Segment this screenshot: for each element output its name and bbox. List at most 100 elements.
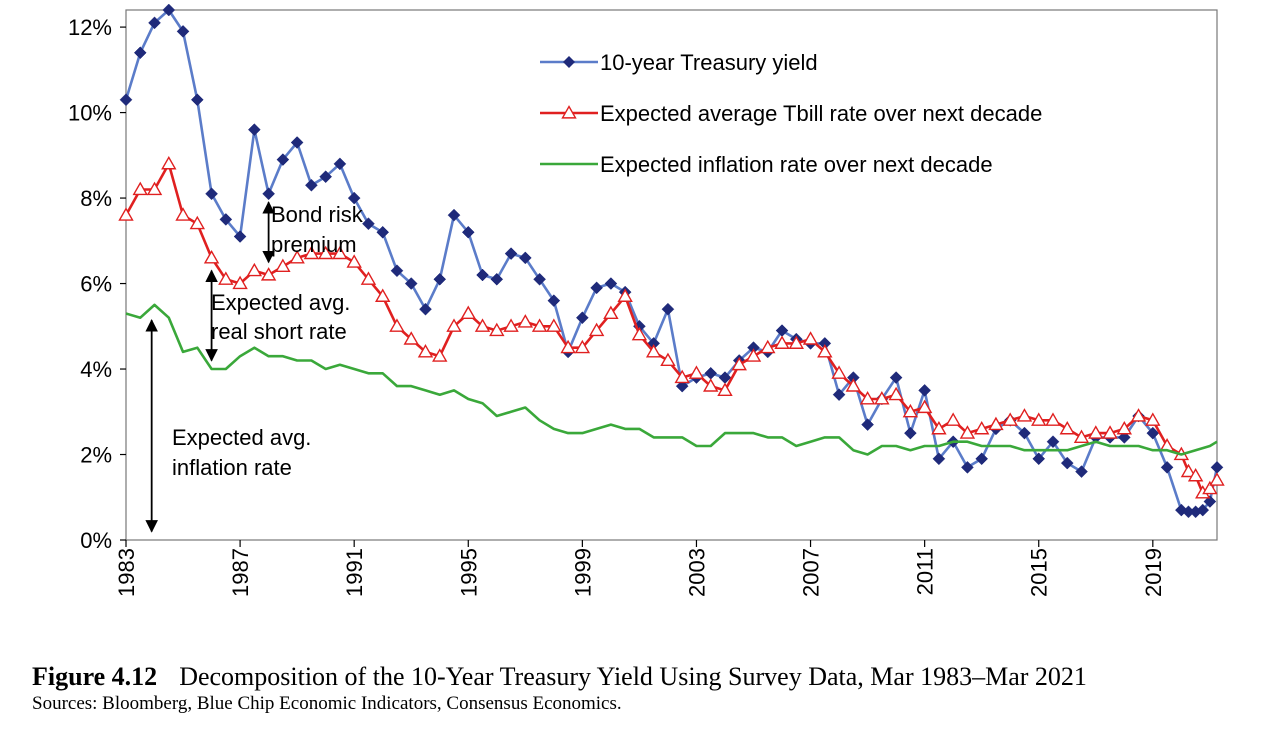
data-point <box>447 208 461 222</box>
data-point <box>275 258 291 273</box>
data-point <box>704 366 718 380</box>
series-line <box>125 303 1218 456</box>
data-point <box>931 420 947 435</box>
data-point <box>1130 408 1147 422</box>
data-point <box>161 155 177 170</box>
data-point <box>433 272 447 286</box>
data-point <box>802 331 819 345</box>
data-point <box>918 384 931 397</box>
data-point <box>902 403 919 418</box>
data-point <box>389 318 405 332</box>
data-point <box>333 157 347 171</box>
data-point <box>374 288 391 302</box>
x-tick-label: 1995 <box>456 548 481 597</box>
data-point <box>1060 456 1074 470</box>
x-tick-label: 1991 <box>342 548 367 597</box>
data-point <box>205 187 218 201</box>
data-point <box>305 178 318 192</box>
legend: 10-year Treasury yield Expected average T… <box>540 50 1042 177</box>
data-point <box>731 356 747 371</box>
data-point <box>1045 412 1061 426</box>
data-point <box>1116 420 1133 435</box>
annotation-label: Expected avg. <box>211 290 350 315</box>
data-point <box>874 391 890 405</box>
plot-frame <box>125 9 1218 541</box>
data-point <box>303 245 320 260</box>
data-point <box>1145 412 1161 426</box>
y-tick-label: 2% <box>80 443 112 468</box>
data-point <box>1187 467 1204 482</box>
data-point <box>576 311 589 325</box>
data-point <box>376 225 390 239</box>
data-point <box>760 339 776 354</box>
data-point <box>817 344 833 358</box>
x-tick-label: 2015 <box>1027 548 1052 597</box>
annotation-label: real short rate <box>211 319 347 344</box>
data-point <box>631 326 648 341</box>
data-point <box>233 230 247 243</box>
data-point <box>189 215 206 230</box>
legend-item-2: Expected average Tbill rate over next de… <box>540 101 1042 126</box>
data-point <box>404 277 418 290</box>
data-point <box>546 318 562 332</box>
legend-marker <box>563 56 575 68</box>
data-point <box>347 191 361 205</box>
data-point <box>975 452 989 466</box>
data-point <box>703 378 719 392</box>
data-point <box>1075 465 1088 478</box>
series-layer <box>118 3 1225 519</box>
data-point <box>390 264 404 278</box>
data-point <box>176 25 190 38</box>
data-point <box>1180 463 1197 478</box>
data-point <box>603 305 619 320</box>
data-point <box>432 348 448 362</box>
data-point <box>1196 503 1210 517</box>
figure-label: Figure 4.12 <box>32 662 158 691</box>
x-tick-label: 2003 <box>684 548 709 597</box>
data-point <box>148 16 161 30</box>
x-axis: 1983 1987 1991 1995 1999 2003 2007 2011 2015 2019 <box>114 540 1166 597</box>
data-point <box>332 245 348 260</box>
data-point <box>531 318 548 332</box>
data-point <box>362 217 375 231</box>
data-point <box>1209 472 1225 486</box>
data-point <box>560 339 576 354</box>
data-point <box>1073 429 1090 443</box>
data-point <box>688 365 705 379</box>
data-point <box>289 249 305 264</box>
series-3 <box>125 303 1218 456</box>
data-point <box>645 344 662 358</box>
data-point <box>133 46 147 60</box>
data-point <box>403 331 419 345</box>
data-point <box>660 352 676 367</box>
data-point <box>246 262 263 277</box>
data-point <box>588 322 605 337</box>
data-point <box>888 386 904 401</box>
data-point <box>1088 425 1104 439</box>
data-point <box>489 322 505 337</box>
data-point <box>889 371 903 384</box>
data-point <box>219 213 233 226</box>
annotation-2: Expected avg. real short rate <box>205 269 350 362</box>
data-point <box>745 348 762 362</box>
data-point <box>861 418 874 431</box>
data-point <box>547 294 561 307</box>
annotation-label: premium <box>271 232 357 257</box>
data-point <box>276 153 290 166</box>
data-point <box>961 460 974 474</box>
data-point <box>574 339 591 354</box>
y-tick-label: 4% <box>80 357 112 382</box>
annotation-layer: Bond risk premium Expected avg. real short … <box>145 201 364 533</box>
annotation-1: Bond risk premium <box>262 201 364 264</box>
plot-area <box>125 9 1218 541</box>
y-tick-label: 8% <box>80 186 112 211</box>
data-point <box>460 305 476 320</box>
x-tick-label: 1983 <box>114 548 139 597</box>
data-point <box>503 318 519 332</box>
data-point <box>504 247 518 260</box>
data-point <box>774 335 790 349</box>
data-point <box>1102 425 1118 439</box>
data-point <box>1202 480 1218 495</box>
data-point <box>788 335 804 349</box>
data-point <box>419 302 432 316</box>
